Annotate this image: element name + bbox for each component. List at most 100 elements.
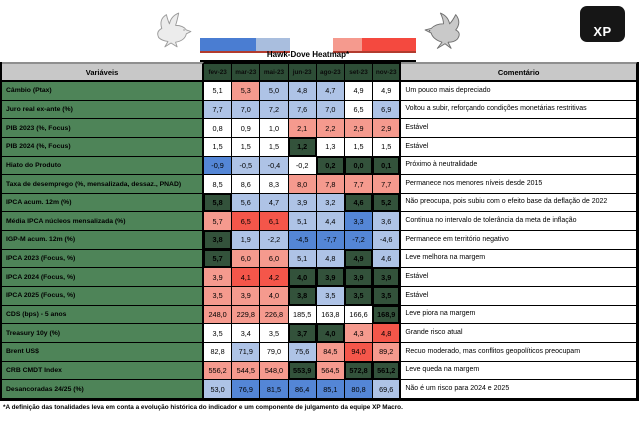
hawk-scale-bar xyxy=(333,38,416,53)
heatmap-cell: -0,2 xyxy=(288,156,317,176)
heatmap-cell: 0,0 xyxy=(344,156,374,176)
heatmap-cell: 1,2 xyxy=(288,137,317,157)
heatmap-cell: 3,5 xyxy=(373,287,402,306)
heatmap-cell: 5,0 xyxy=(260,82,289,101)
row-label: IPCA 2024 (Focus, %) xyxy=(2,268,204,288)
heatmap-cell: 8,6 xyxy=(232,175,261,194)
heatmap-cell: 4,9 xyxy=(373,82,402,101)
heatmap-cell: 229,8 xyxy=(232,305,261,325)
comment-cell: Próximo à neutralidade xyxy=(401,156,637,176)
heatmap-cell: 1,5 xyxy=(260,137,289,157)
comment-cell: Estável xyxy=(401,287,637,306)
heatmap-cell: 2,9 xyxy=(344,119,374,138)
heatmap-cell: 6,0 xyxy=(260,249,289,269)
heatmap-cell: -4,5 xyxy=(288,231,317,250)
heatmap-cell: 4,8 xyxy=(373,324,402,343)
comment-cell: Grande risco atual xyxy=(401,324,637,343)
heatmap-cell: 248,0 xyxy=(204,305,233,325)
page-title: Hawk-Dove Heatmap* xyxy=(200,50,416,62)
comment-column-header: Comentário xyxy=(401,62,637,82)
heatmap-cell: 7,6 xyxy=(288,100,317,120)
heatmap-cell: 80,8 xyxy=(344,380,374,399)
heatmap-cell: 4,6 xyxy=(373,249,402,269)
row-label: Brent US$ xyxy=(2,342,204,362)
heatmap-cell: 7,7 xyxy=(204,100,233,120)
heatmap-cell: 3,5 xyxy=(204,324,233,343)
heatmap-cell: 4,9 xyxy=(344,249,374,269)
hawk-icon xyxy=(424,12,460,49)
row-label: IGP-M acum. 12m (%) xyxy=(2,231,204,250)
row-label: IPCA 2025 (Focus, %) xyxy=(2,287,204,306)
heatmap-cell: 4,7 xyxy=(260,193,289,213)
heatmap-cell: 4,1 xyxy=(232,268,261,288)
heatmap-cell: 7,8 xyxy=(316,175,345,194)
heatmap-cell: 2,2 xyxy=(316,119,345,138)
row-label: Câmbio (Ptax) xyxy=(2,82,204,101)
heatmap-cell: 94,0 xyxy=(344,342,374,362)
heatmap-cell: 3,5 xyxy=(204,287,233,306)
heatmap-cell: 86,4 xyxy=(288,380,317,399)
row-label: Hiato do Produto xyxy=(2,156,204,176)
heatmap-cell: 3,8 xyxy=(204,231,233,250)
heatmap-cell: 2,1 xyxy=(288,119,317,138)
heatmap-cell: 7,2 xyxy=(260,100,289,120)
heatmap-cell: 7,0 xyxy=(316,100,345,120)
heatmap-cell: 1,0 xyxy=(260,119,289,138)
row-label: Desancoradas 24/25 (%) xyxy=(2,380,204,399)
heatmap-cell: -0,9 xyxy=(204,156,233,176)
dove-scale-bar xyxy=(200,38,290,53)
heatmap-cell: 84,5 xyxy=(316,342,345,362)
heatmap-cell: 4,0 xyxy=(316,324,345,343)
column-header-month: nov-23 xyxy=(373,62,402,82)
variables-column-header: Variáveis xyxy=(2,62,204,82)
heatmap-cell: 3,5 xyxy=(316,287,345,306)
heatmap-cell: 3,9 xyxy=(288,193,317,213)
column-header-month: fev-23 xyxy=(204,62,233,82)
row-label: Taxa de desemprego (%, mensalizada, dess… xyxy=(2,175,204,194)
heatmap-cell: 4,8 xyxy=(288,82,317,101)
heatmap-cell: -7,2 xyxy=(344,231,374,250)
heatmap-cell: 561,2 xyxy=(373,361,402,381)
comment-cell: Permanece em território negativo xyxy=(401,231,637,250)
heatmap-cell: 572,8 xyxy=(344,361,374,381)
heatmap-cell: 3,9 xyxy=(373,268,402,288)
heatmap-cell: 168,9 xyxy=(373,305,402,325)
heatmap-cell: 3,6 xyxy=(373,212,402,232)
heatmap-cell: 3,5 xyxy=(344,287,374,306)
heatmap-cell: 1,5 xyxy=(344,137,374,157)
comment-cell: Leve melhora na margem xyxy=(401,249,637,269)
heatmap-cell: 8,0 xyxy=(288,175,317,194)
heatmap-cell: 5,1 xyxy=(288,212,317,232)
row-label: Treasury 10y (%) xyxy=(2,324,204,343)
heatmap-cell: -0,5 xyxy=(232,156,261,176)
heatmap-cell: 4,8 xyxy=(316,249,345,269)
comment-cell: Estável xyxy=(401,137,637,157)
heatmap-cell: 71,9 xyxy=(232,342,261,362)
xp-logo: XP xyxy=(580,6,625,42)
xp-logo-text: XP xyxy=(593,24,612,39)
heatmap-cell: 3,9 xyxy=(204,268,233,288)
column-header-month: mai-23 xyxy=(260,62,289,82)
heatmap-cell: 3,9 xyxy=(316,268,345,288)
heatmap-cell: 1,9 xyxy=(232,231,261,250)
heatmap-cell: 5,3 xyxy=(232,82,261,101)
heatmap-cell: 4,3 xyxy=(344,324,374,343)
heatmap-cell: 544,5 xyxy=(232,361,261,381)
heatmap-cell: 0,2 xyxy=(316,156,345,176)
row-label: IPCA 2023 (Focus, %) xyxy=(2,249,204,269)
comment-cell: Não preocupa, pois subiu com o efeito ba… xyxy=(401,193,637,213)
heatmap-cell: 6,5 xyxy=(232,212,261,232)
heatmap-cell: 76,9 xyxy=(232,380,261,399)
heatmap-cell: 7,7 xyxy=(344,175,374,194)
heatmap-cell: 89,2 xyxy=(373,342,402,362)
footnote: *A definição das tonalidades leva em con… xyxy=(3,404,403,411)
heatmap-cell: 6,0 xyxy=(232,249,261,269)
heatmap-cell: 163,8 xyxy=(316,305,345,325)
comment-cell: Estável xyxy=(401,268,637,288)
heatmap-cell: 3,2 xyxy=(316,193,345,213)
heatmap-cell: 1,5 xyxy=(373,137,402,157)
comment-cell: Continua no intervalo de tolerância da m… xyxy=(401,212,637,232)
heatmap-cell: 5,1 xyxy=(288,249,317,269)
dove-icon xyxy=(157,12,192,48)
heatmap-cell: 1,5 xyxy=(204,137,233,157)
